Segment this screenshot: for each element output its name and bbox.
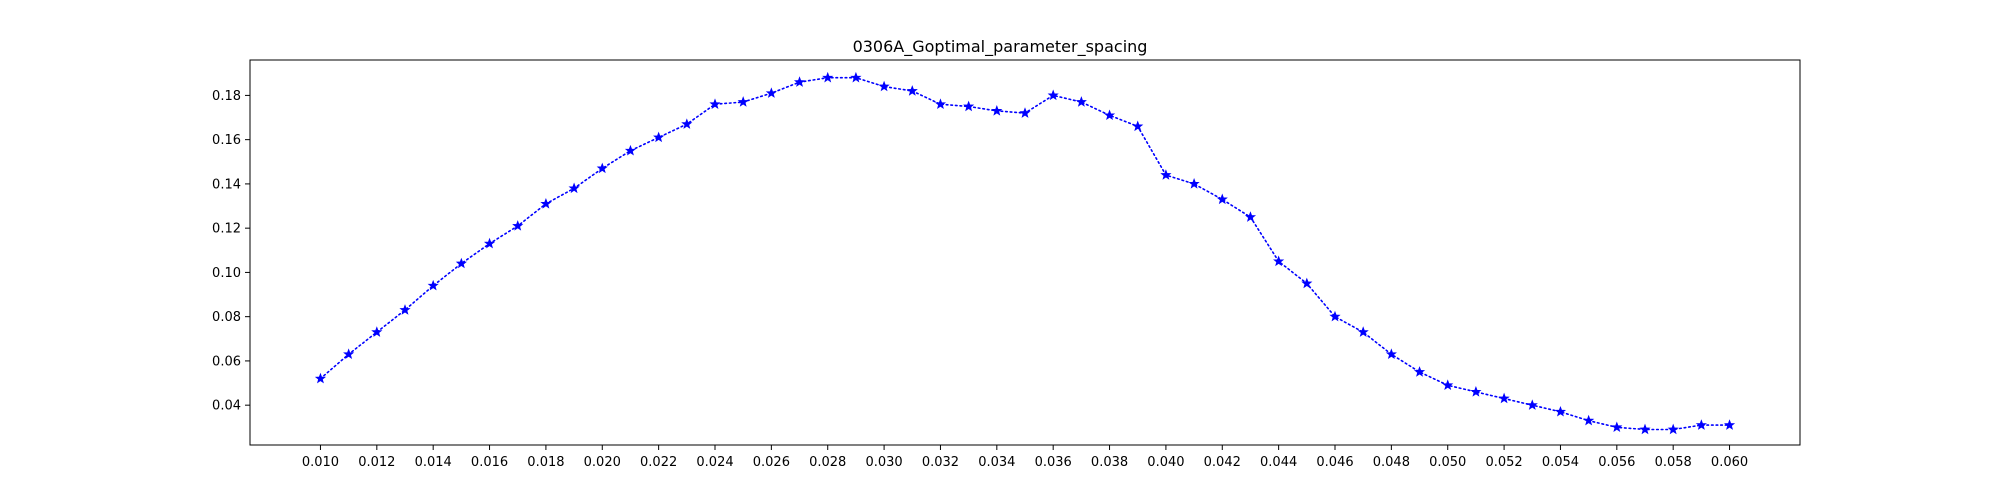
data-point: [1583, 414, 1595, 426]
data-point: [653, 131, 665, 143]
data-point: [765, 87, 777, 98]
x-tick-label: 0.030: [865, 455, 902, 470]
data-point: [483, 237, 496, 249]
data-point: [709, 98, 721, 109]
x-tick-label: 0.010: [302, 455, 339, 470]
y-tick-label: 0.08: [212, 310, 241, 325]
data-point: [850, 71, 862, 83]
data-point: [1526, 399, 1538, 410]
data-point: [1019, 107, 1031, 118]
data-point: [1047, 89, 1059, 101]
data-point: [1329, 310, 1341, 322]
data-point: [1244, 211, 1257, 222]
x-tick-label: 0.028: [809, 455, 846, 470]
data-point: [1667, 423, 1679, 435]
data-point: [1554, 405, 1567, 417]
data-point: [878, 80, 890, 92]
data-point: [624, 144, 637, 156]
x-tick-label: 0.042: [1204, 455, 1241, 470]
data-point: [1188, 178, 1200, 189]
x-tick-label: 0.054: [1542, 455, 1579, 470]
data-point: [1611, 421, 1623, 433]
x-tick-label: 0.050: [1429, 455, 1466, 470]
x-tick-label: 0.024: [696, 455, 733, 470]
x-tick-label: 0.058: [1655, 455, 1692, 470]
x-tick-label: 0.026: [753, 455, 790, 470]
data-point: [1075, 96, 1087, 107]
data-point: [314, 372, 327, 384]
x-axis-ticks: 0.010 0.012 0.014 0.016 0.018 0.020 0.022 0.024…: [302, 445, 1748, 470]
y-tick-label: 0.10: [212, 266, 241, 281]
data-point: [343, 348, 355, 360]
data-point: [1498, 392, 1510, 404]
data-point: [512, 220, 524, 231]
x-tick-label: 0.060: [1711, 455, 1748, 470]
x-tick-label: 0.046: [1316, 455, 1353, 470]
data-point: [1639, 423, 1651, 435]
data-point: [427, 279, 439, 291]
x-tick-label: 0.048: [1373, 455, 1410, 470]
x-tick-label: 0.038: [1091, 455, 1128, 470]
y-tick-label: 0.04: [212, 399, 241, 414]
axes-frame: [249, 59, 1801, 446]
x-tick-label: 0.044: [1260, 455, 1297, 470]
data-point: [963, 100, 975, 112]
data-point: [1442, 379, 1454, 390]
y-tick-label: 0.16: [212, 133, 241, 148]
data-point: [455, 257, 467, 269]
data-point: [1470, 386, 1482, 397]
data-point: [1413, 366, 1426, 377]
data-point: [568, 182, 580, 194]
chart-title: 0306A_Goptimal_parameter_spacing: [853, 37, 1148, 57]
data-point: [737, 96, 749, 107]
x-tick-label: 0.014: [415, 455, 452, 470]
x-tick-label: 0.040: [1147, 455, 1184, 470]
x-tick-label: 0.036: [1035, 455, 1072, 470]
x-tick-label: 0.034: [978, 455, 1015, 470]
data-point: [793, 76, 806, 87]
data-point: [1357, 326, 1369, 337]
x-tick-label: 0.032: [922, 455, 959, 470]
plot-area: 0.010 0.012 0.014 0.016 0.018 0.020 0.022 0.024…: [212, 59, 1801, 470]
y-tick-label: 0.12: [212, 222, 241, 237]
data-point: [991, 105, 1003, 116]
x-tick-label: 0.052: [1485, 455, 1522, 470]
data-point: [822, 71, 834, 83]
y-tick-label: 0.14: [212, 177, 241, 192]
data-point: [540, 197, 552, 209]
data-point: [371, 326, 383, 337]
y-tick-label: 0.18: [212, 89, 241, 104]
data-point: [399, 304, 411, 315]
x-tick-label: 0.016: [471, 455, 508, 470]
data-point: [1132, 120, 1144, 132]
x-tick-label: 0.056: [1598, 455, 1635, 470]
data-point: [1273, 255, 1285, 267]
data-point: [1216, 193, 1228, 205]
data-point: [906, 85, 918, 96]
data-point: [1695, 419, 1707, 430]
data-point: [1301, 277, 1313, 289]
series-markers: [314, 71, 1736, 435]
x-tick-label: 0.012: [358, 455, 395, 470]
data-point: [1160, 169, 1172, 180]
data-point: [681, 118, 693, 129]
data-point: [1723, 419, 1736, 430]
data-point: [1103, 109, 1116, 121]
y-axis-ticks: 0.04 0.06 0.08 0.10 0.12 0.14 0.16 0.18: [212, 89, 250, 414]
data-point: [596, 162, 608, 174]
x-tick-label: 0.022: [640, 455, 677, 470]
x-tick-label: 0.018: [527, 455, 564, 470]
x-tick-label: 0.020: [584, 455, 621, 470]
data-point: [934, 98, 947, 109]
y-tick-label: 0.06: [212, 354, 241, 369]
data-point: [1385, 348, 1397, 360]
